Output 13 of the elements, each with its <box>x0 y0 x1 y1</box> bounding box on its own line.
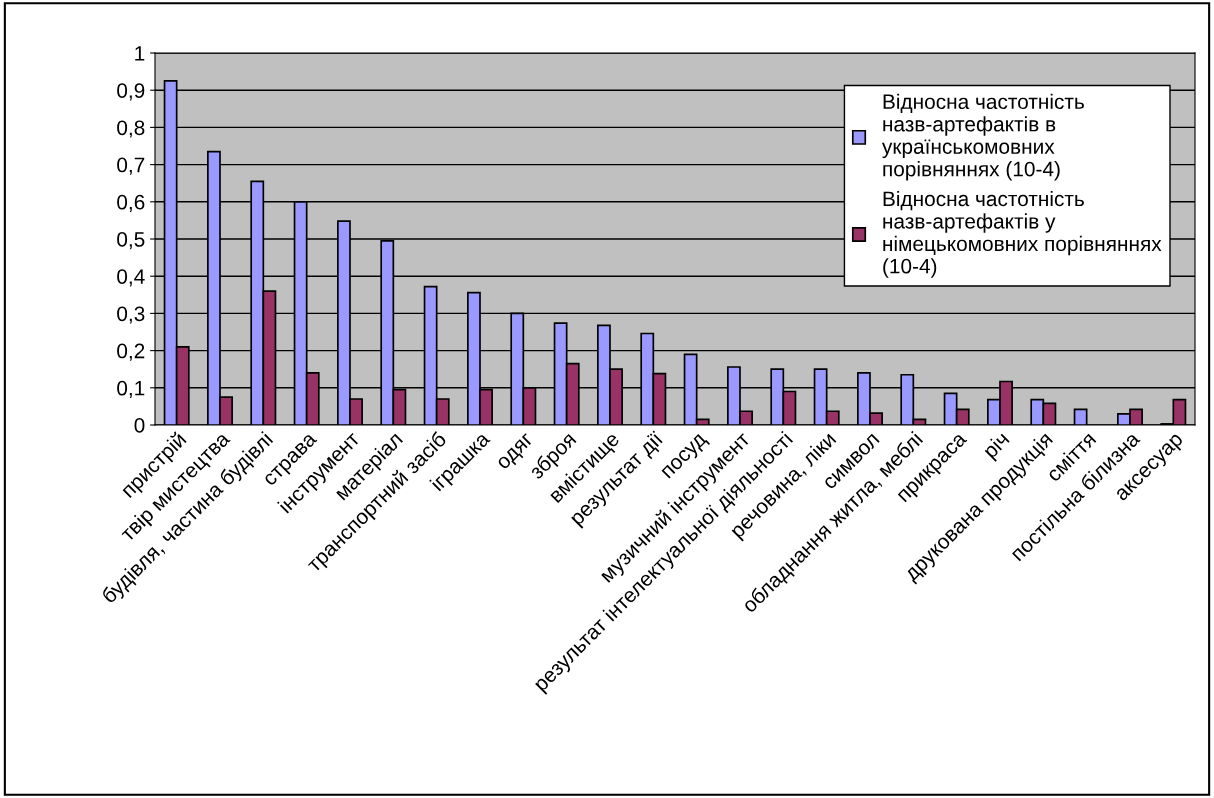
y-tick-label: 0,6 <box>117 194 145 213</box>
y-tick-label: 0 <box>134 418 145 433</box>
y-tick-label: 0,2 <box>117 343 145 361</box>
y-tick-label: 0,7 <box>117 157 145 175</box>
y-tick-label: 0,3 <box>117 306 145 324</box>
legend-label: Відносна частотність назв-артефактів в українськомовних порівняннях (10-4) <box>881 93 1084 181</box>
y-tick-label: 0,1 <box>117 380 145 399</box>
y-tick-label: 0,4 <box>117 269 145 287</box>
y-tick-label: 1 <box>135 46 145 61</box>
y-tick-label: 0,9 <box>117 83 145 101</box>
legend-label: Відносна частотність назв-артефактів у німецькомовних порівняннях (10-4) <box>883 190 1162 278</box>
y-tick-label: 0,5 <box>117 232 145 250</box>
y-tick-label: 0,8 <box>117 120 145 138</box>
